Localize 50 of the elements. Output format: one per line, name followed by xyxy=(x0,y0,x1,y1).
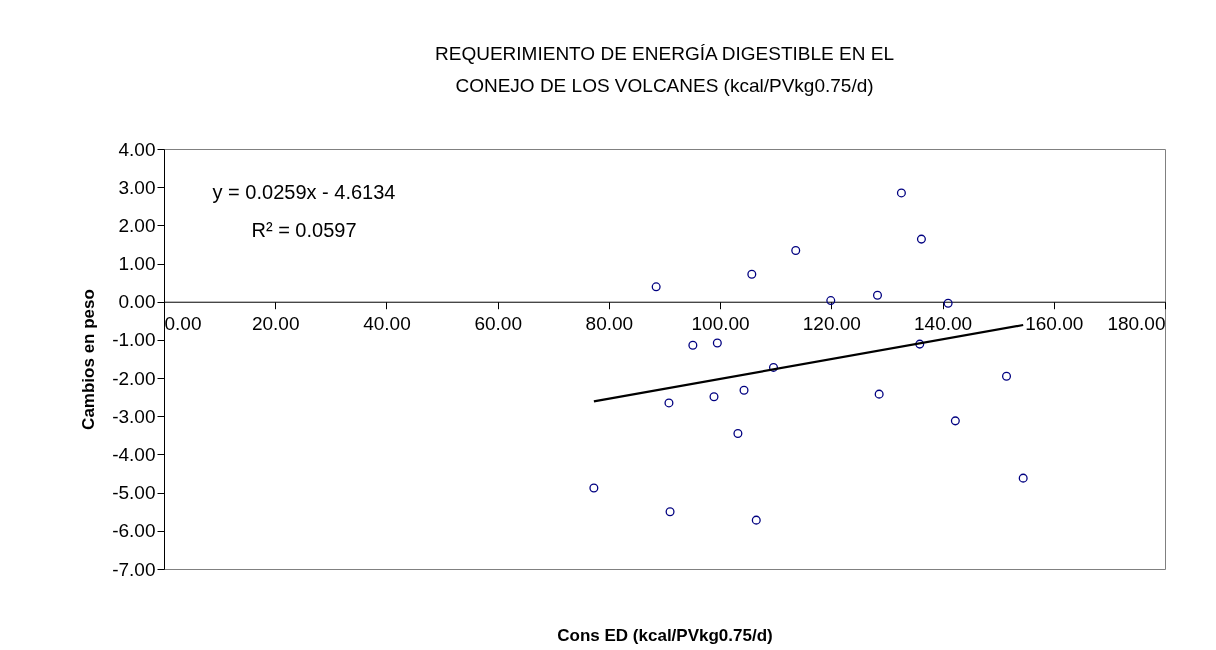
point xyxy=(688,340,698,350)
point xyxy=(916,234,926,244)
chart-title: REQUERIMIENTO DE ENERGÍA DIGESTIBLE EN EL CONEJO DE LOS VOLCANES (kcal/PVkg0.75/d) xyxy=(435,43,894,96)
point xyxy=(665,507,675,517)
point xyxy=(896,188,906,198)
y-tick-label: -5.00 xyxy=(112,482,156,504)
point xyxy=(712,338,722,348)
y-tick-label: -2.00 xyxy=(112,367,156,389)
x-tick-label: 140.00 xyxy=(913,313,973,335)
y-tick-label: 1.00 xyxy=(118,253,156,275)
point xyxy=(751,515,761,525)
x-tick-label: 20.00 xyxy=(251,313,300,335)
y-tick-label: 2.00 xyxy=(118,214,156,236)
point xyxy=(950,416,960,426)
y-tick-label: 0.00 xyxy=(118,291,156,313)
point xyxy=(709,392,719,402)
y-tick-label: 3.00 xyxy=(118,176,156,198)
point xyxy=(1001,371,1012,381)
y-tick-label: -4.00 xyxy=(112,443,156,465)
point xyxy=(747,269,757,279)
y-tick-label: -6.00 xyxy=(112,520,156,542)
x-axis-title: Cons ED (kcal/PVkg0.75/d) xyxy=(557,625,773,645)
annotation: y = 0.0259x - 4.6134 xyxy=(212,181,396,203)
point xyxy=(733,428,743,438)
annotation: R² = 0.0597 xyxy=(251,219,357,241)
point xyxy=(943,298,953,308)
x-tick-label: 160.00 xyxy=(1025,313,1084,335)
y-tick-label: -1.00 xyxy=(112,329,156,351)
point xyxy=(664,398,674,408)
y-axis-title: Cambios en peso xyxy=(79,289,99,430)
point xyxy=(915,339,925,349)
x-tick-label: 80.00 xyxy=(585,313,634,335)
x-tick-label: 180.00 xyxy=(1107,313,1166,335)
y-tick-label: 4.00 xyxy=(118,138,156,160)
x-tick-label: 100.00 xyxy=(691,313,750,335)
x-tick-label: 120.00 xyxy=(802,313,861,335)
point xyxy=(1018,473,1028,483)
point xyxy=(791,246,801,256)
y-tick-label: -3.00 xyxy=(112,405,156,427)
point xyxy=(826,296,836,306)
x-tick-label: 0.00 xyxy=(164,313,202,335)
x-tick-label: 60.00 xyxy=(474,313,522,335)
y-tick-label: -7.00 xyxy=(112,558,156,580)
point xyxy=(874,389,884,399)
point xyxy=(872,290,883,300)
x-tick-label: 40.00 xyxy=(363,313,411,335)
point xyxy=(651,282,661,292)
point xyxy=(739,385,749,395)
point xyxy=(589,483,599,493)
point xyxy=(768,362,779,372)
